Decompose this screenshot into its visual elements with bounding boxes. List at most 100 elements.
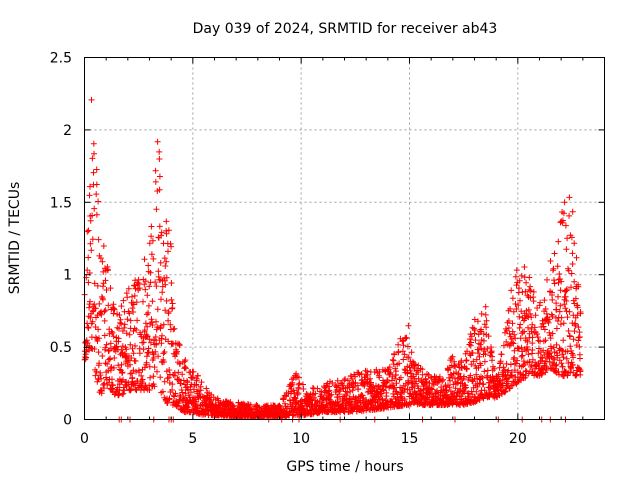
data-point	[510, 340, 517, 347]
data-point	[577, 310, 584, 317]
data-point	[355, 386, 362, 393]
data-point	[95, 198, 102, 205]
data-point	[129, 293, 135, 300]
data-point	[467, 372, 474, 379]
data-point	[485, 333, 492, 340]
data-point	[293, 370, 300, 377]
data-point	[116, 312, 123, 318]
data-point	[552, 365, 559, 372]
data-point	[155, 268, 162, 275]
data-point	[516, 324, 523, 331]
data-point	[386, 364, 393, 371]
data-point	[162, 263, 169, 269]
data-point	[557, 276, 563, 282]
data-point	[153, 206, 160, 213]
data-point	[541, 326, 548, 333]
data-point	[102, 344, 109, 351]
data-point	[514, 357, 521, 364]
data-point	[565, 328, 572, 334]
data-point	[553, 300, 560, 307]
data-point	[478, 345, 485, 352]
data-point	[137, 384, 144, 391]
data-point	[108, 364, 115, 370]
data-point	[562, 305, 569, 312]
data-point	[440, 376, 447, 383]
data-point	[560, 210, 567, 217]
y-tick-label: 0.5	[50, 340, 72, 356]
data-point	[399, 348, 406, 355]
data-point	[449, 374, 456, 381]
data-point	[118, 303, 125, 310]
data-point	[169, 387, 176, 393]
data-point	[197, 387, 204, 394]
data-point	[136, 285, 143, 292]
data-point	[395, 341, 402, 348]
data-point	[434, 380, 441, 386]
data-point	[567, 333, 573, 340]
data-point	[565, 267, 572, 274]
data-point	[575, 283, 582, 290]
data-point	[529, 321, 536, 328]
data-point	[85, 279, 92, 286]
data-point	[546, 350, 553, 357]
data-point	[529, 347, 536, 353]
data-point	[481, 368, 488, 375]
data-point	[555, 238, 562, 245]
y-axis-title: SRMTID / TECUs	[7, 182, 23, 295]
data-point	[481, 358, 488, 365]
data-point	[538, 371, 545, 378]
data-point	[537, 299, 544, 306]
data-point	[131, 292, 138, 299]
data-point	[158, 232, 165, 239]
data-point	[446, 384, 453, 391]
data-point	[93, 368, 100, 375]
data-point	[410, 360, 417, 367]
data-point	[516, 345, 522, 352]
data-point	[368, 379, 374, 386]
data-point	[576, 343, 583, 350]
data-point	[429, 386, 436, 393]
data-point	[93, 191, 100, 198]
data-point	[439, 378, 446, 384]
data-point	[109, 376, 115, 383]
data-point	[161, 378, 168, 385]
data-point	[94, 282, 101, 289]
data-point	[141, 364, 148, 371]
data-point	[176, 342, 183, 349]
data-point	[100, 283, 106, 290]
data-point	[559, 351, 566, 358]
data-point	[568, 234, 575, 241]
data-point	[475, 350, 482, 357]
data-point	[164, 399, 171, 406]
data-point	[520, 358, 527, 365]
data-point	[543, 367, 550, 373]
data-point	[153, 283, 160, 290]
data-point	[163, 230, 170, 237]
data-point	[182, 365, 189, 372]
data-point	[384, 378, 391, 385]
data-point	[511, 331, 518, 338]
data-point	[563, 355, 570, 362]
data-point	[387, 369, 394, 376]
data-point	[364, 389, 371, 396]
data-point	[289, 381, 296, 388]
data-point	[512, 301, 519, 307]
data-point	[140, 298, 146, 305]
data-point	[405, 322, 412, 329]
data-point	[568, 284, 574, 291]
data-point	[100, 243, 107, 249]
data-point	[126, 331, 133, 338]
data-point	[198, 379, 205, 386]
data-point	[391, 350, 398, 357]
data-point	[507, 385, 513, 392]
data-point	[172, 390, 179, 397]
data-point	[168, 296, 175, 303]
data-point	[91, 346, 98, 352]
data-point	[528, 314, 535, 321]
data-point	[348, 372, 354, 379]
data-point	[505, 367, 512, 374]
data-point	[150, 255, 157, 262]
data-point	[145, 309, 152, 316]
data-point	[129, 305, 136, 312]
